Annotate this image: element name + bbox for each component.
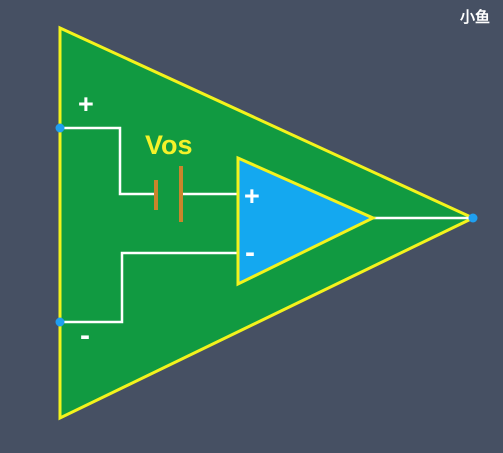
non-inverting-input-wire bbox=[60, 126, 156, 196]
inner-minus-label: - bbox=[245, 236, 255, 269]
outer-plus-label: + bbox=[78, 89, 94, 119]
offset-voltage-label: Vos bbox=[145, 130, 193, 160]
inverting-input-terminal bbox=[55, 317, 65, 327]
inverting-input-wire bbox=[60, 251, 238, 324]
output-terminal bbox=[468, 213, 478, 223]
inner-opamp-triangle bbox=[236, 155, 377, 287]
inner-plus-label: + bbox=[244, 181, 260, 211]
offset-voltage-battery bbox=[154, 166, 183, 222]
non-inverting-input-terminal bbox=[55, 123, 65, 133]
watermark: 小鱼 bbox=[460, 8, 491, 26]
outer-minus-label: - bbox=[80, 319, 90, 352]
